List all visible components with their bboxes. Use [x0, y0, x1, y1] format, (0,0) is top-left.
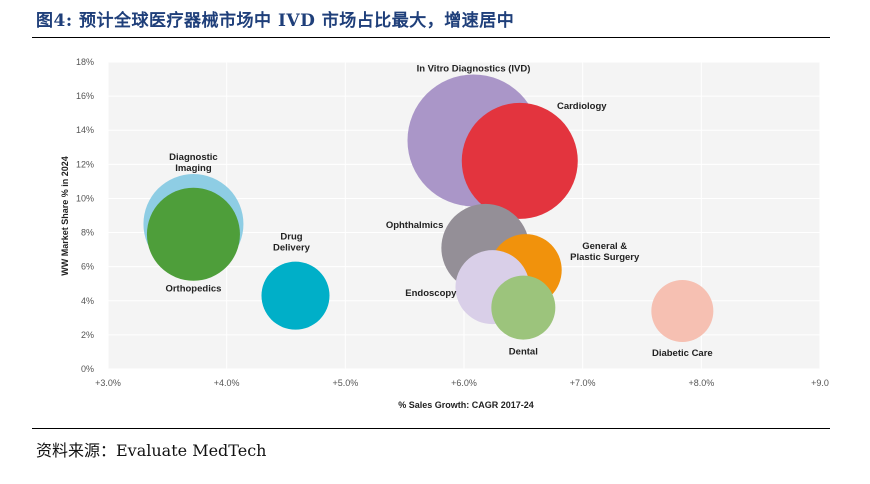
y-tick-label: 12%	[76, 159, 94, 169]
bubble-label-diagnostic-imaging: Imaging	[175, 163, 212, 174]
y-tick-label: 2%	[81, 330, 94, 340]
x-tick-label: +6.0%	[451, 378, 477, 388]
source-note: 资料来源：Evaluate MedTech	[36, 441, 267, 460]
bubble-label-dental: Dental	[509, 347, 538, 358]
x-tick-label: +7.0%	[570, 378, 596, 388]
y-tick-label: 16%	[76, 91, 94, 101]
y-tick-label: 4%	[81, 296, 94, 306]
bubble-cardiology	[461, 102, 578, 219]
bubble-label-orthopedics: Orthopedics	[165, 283, 221, 294]
y-tick-label: 6%	[81, 262, 94, 272]
bubble-label-diabetic-care: Diabetic Care	[652, 348, 713, 359]
x-tick-label: +8.0%	[688, 378, 714, 388]
bubble-diabetic-care	[651, 280, 714, 343]
bubble-label-ophthalmics: Ophthalmics	[386, 220, 444, 231]
bubble-label-diagnostic-imaging: Diagnostic	[169, 152, 218, 163]
x-axis-label: % Sales Growth: CAGR 2017-24	[398, 400, 534, 410]
bubble-label-drug-delivery: Drug	[280, 232, 302, 243]
x-tick-labels: +3.0% +4.0% +5.0% +6.0% +7.0% +8.0% +9.0	[95, 378, 829, 388]
y-tick-label: 18%	[76, 57, 94, 67]
source-rule	[32, 428, 830, 429]
x-tick-label: +4.0%	[214, 378, 240, 388]
x-tick-label: +5.0%	[332, 378, 358, 388]
bubble-dental	[491, 275, 556, 340]
y-tick-label: 10%	[76, 193, 94, 203]
bubbles-layer	[143, 74, 714, 343]
bubble-label-cardiology: Cardiology	[557, 101, 607, 112]
bubble-drug-delivery	[261, 261, 330, 330]
bubble-label-drug-delivery: Delivery	[273, 243, 311, 254]
y-tick-label: 8%	[81, 228, 94, 238]
figure-title: 图4: 预计全球医疗器械市场中 IVD 市场占比最大，增速居中	[36, 11, 515, 31]
y-tick-labels: 0% 2% 4% 6% 8% 10% 12% 14% 16% 18%	[76, 57, 94, 374]
x-tick-label: +9.0	[811, 378, 829, 388]
bubble-label-endoscopy: Endoscopy	[405, 288, 457, 299]
bubble-label-general-plastic-surgery: General &	[582, 241, 627, 252]
y-axis-label: WW Market Share % in 2024	[60, 156, 70, 276]
y-tick-label: 14%	[76, 125, 94, 135]
bubble-chart: 0% 2% 4% 6% 8% 10% 12% 14% 16% 18% +3.0% +4.0% +5.0…	[60, 57, 829, 410]
bubble-label-in-vitro-diagnostics-ivd: In Vitro Diagnostics (IVD)	[417, 63, 531, 74]
x-tick-label: +3.0%	[95, 378, 121, 388]
bubble-label-general-plastic-surgery: Plastic Surgery	[570, 252, 640, 263]
bubble-orthopedics	[146, 187, 240, 281]
title-rule	[32, 37, 830, 38]
y-tick-label: 0%	[81, 364, 94, 374]
